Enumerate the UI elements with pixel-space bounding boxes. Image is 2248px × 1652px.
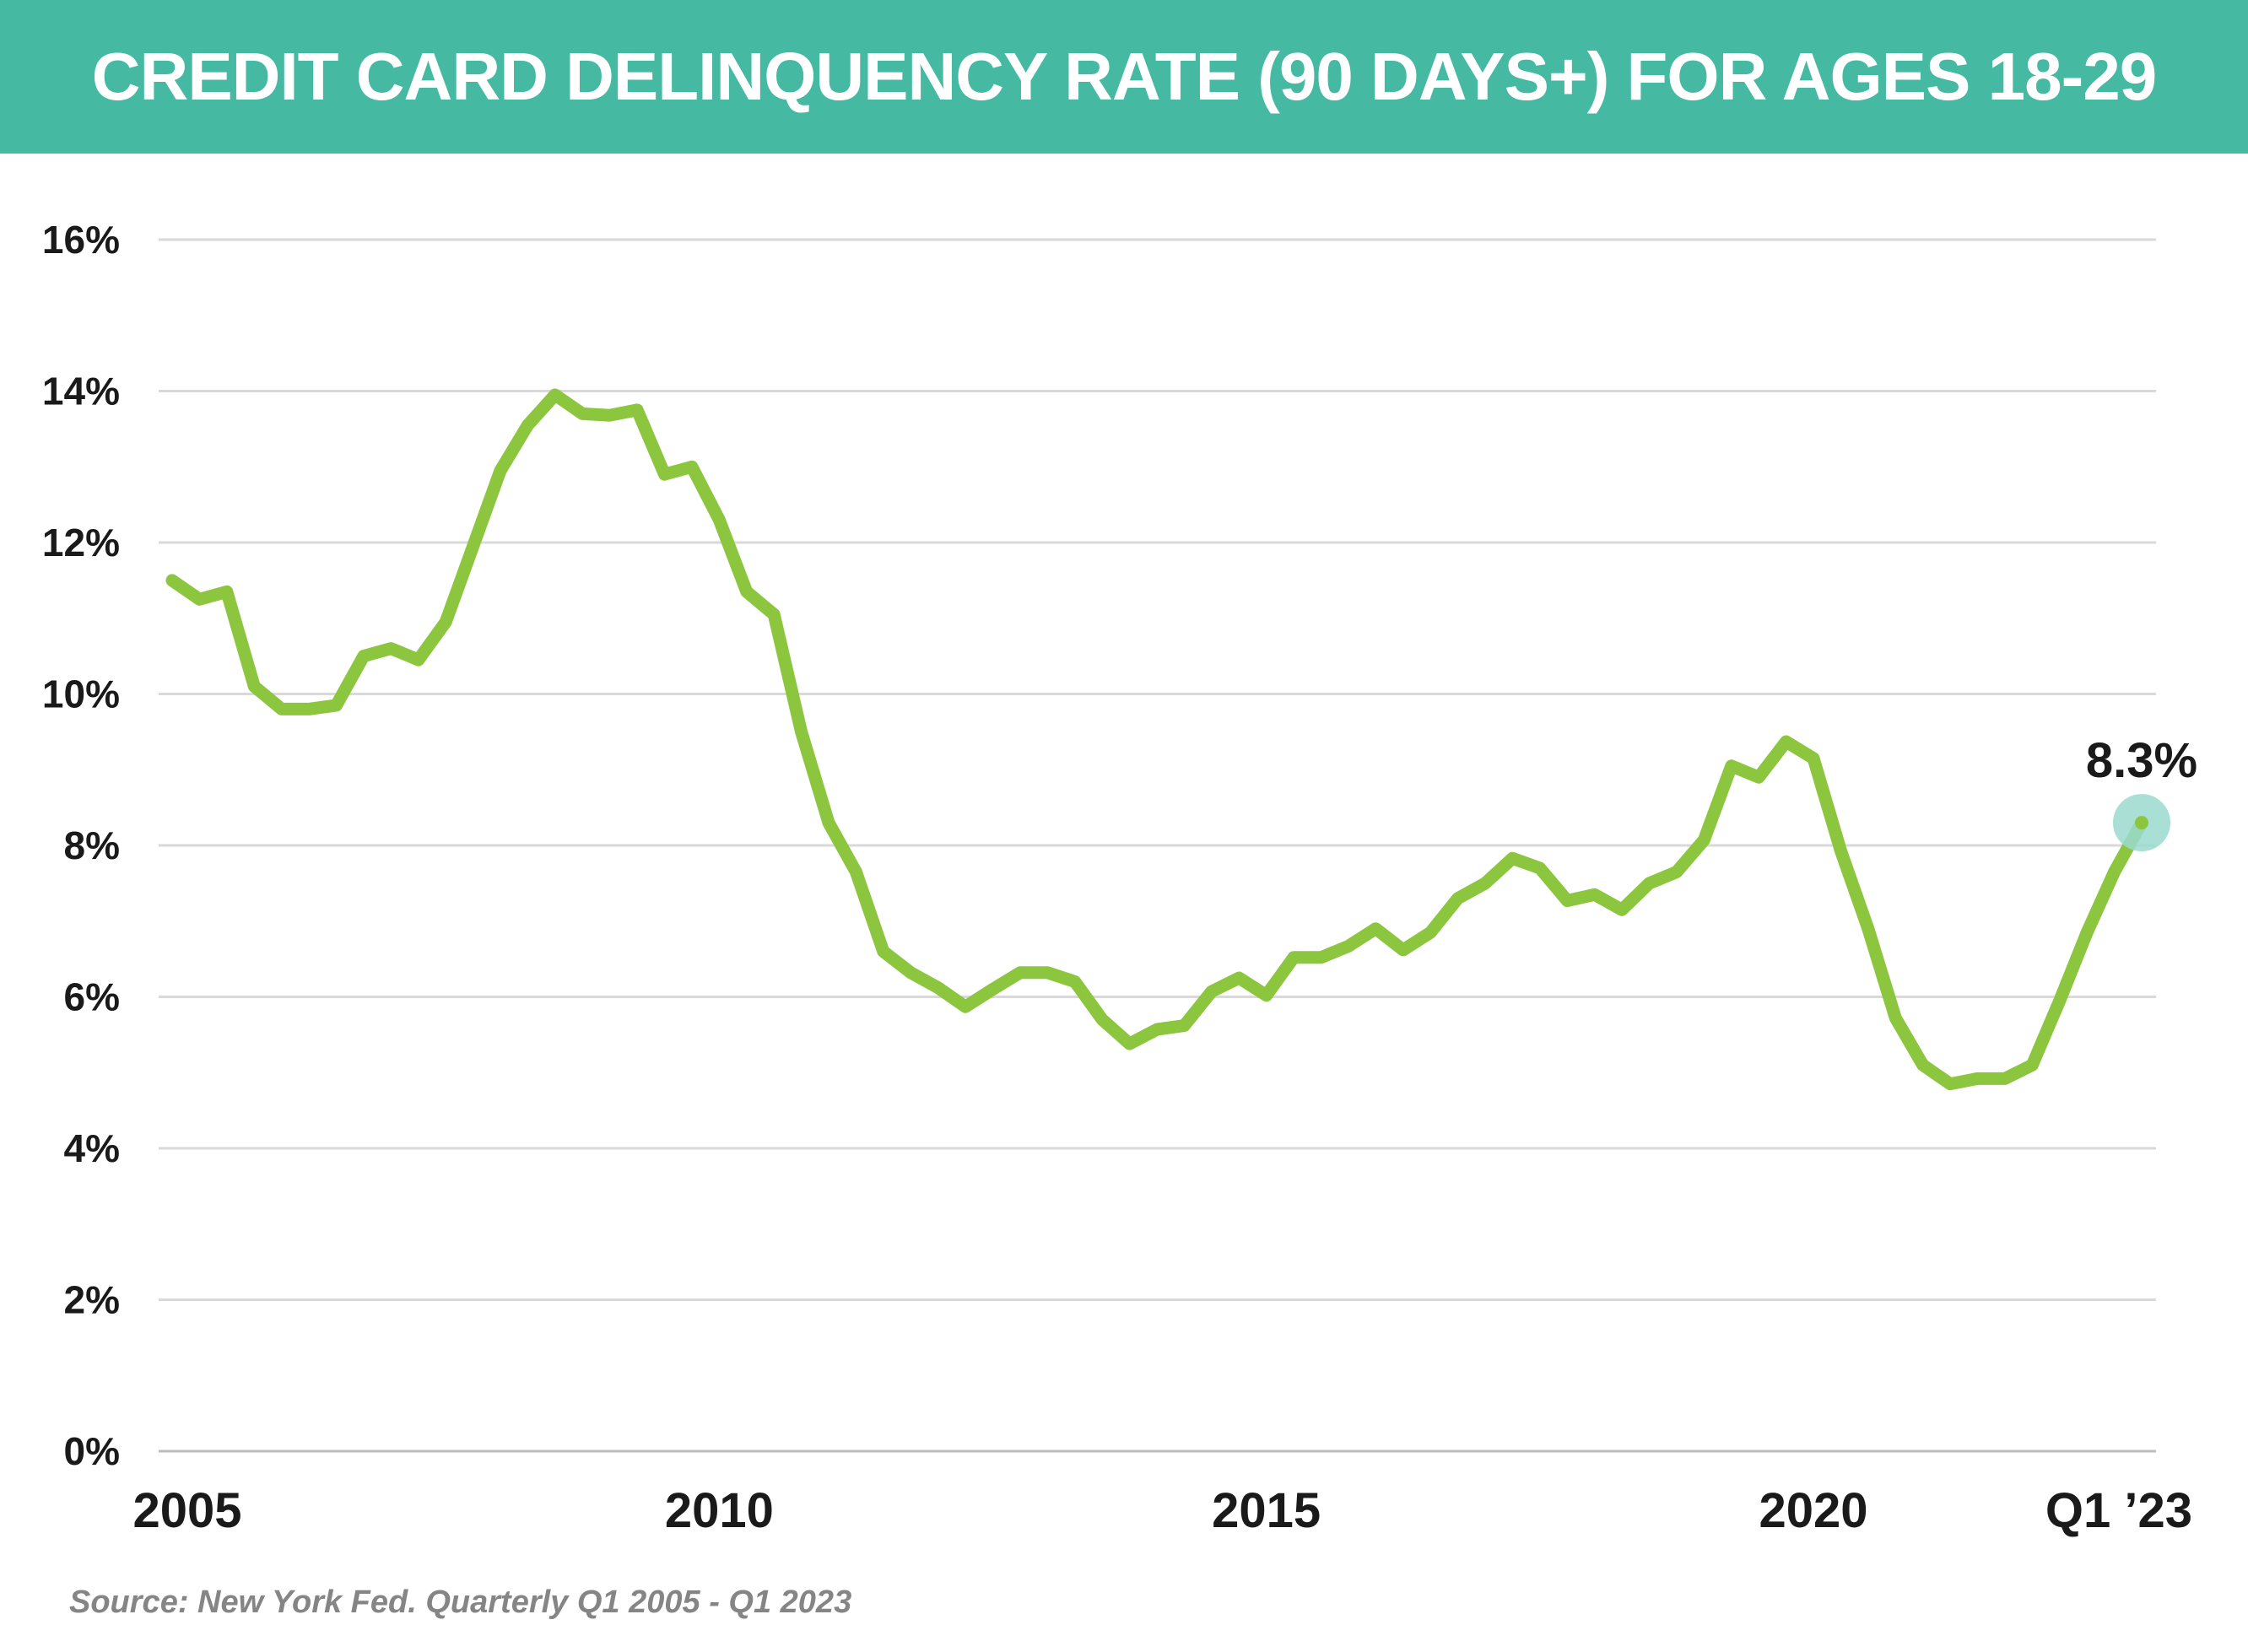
y-tick-label: 14%: [42, 370, 120, 413]
y-tick-label: 16%: [42, 218, 120, 262]
y-tick-label: 12%: [42, 521, 120, 564]
source-note: Source: New York Fed. Quarterly Q1 2005 …: [69, 1585, 852, 1620]
series-line: [165, 388, 2148, 1091]
title-banner: CREDIT CARD DELINQUENCY RATE (90 DAYS+) …: [0, 0, 2248, 154]
y-tick-label: 8%: [64, 823, 120, 867]
y-tick-label: 2%: [64, 1278, 120, 1322]
y-tick-label: 10%: [42, 672, 120, 716]
x-tick-label: Q1 ’23: [2045, 1483, 2192, 1538]
x-tick-label: 2015: [1212, 1483, 1321, 1538]
line-chart: 0% 2% 4% 6% 8% 10% 12% 14% 16% 2005 2010 2015 2020 Q1…: [42, 218, 2197, 1538]
chart-title: CREDIT CARD DELINQUENCY RATE (90 DAYS+) …: [91, 39, 2157, 114]
x-tick-label: 2010: [665, 1483, 774, 1538]
y-tick-label: 6%: [64, 975, 120, 1019]
x-tick-label: 2020: [1759, 1483, 1867, 1538]
y-tick-label: 0%: [64, 1429, 120, 1473]
x-tick-label: 2005: [132, 1483, 241, 1538]
data-label: 8.3%: [2086, 733, 2197, 788]
data-point: [2135, 816, 2148, 830]
y-tick-label: 4%: [64, 1126, 120, 1170]
